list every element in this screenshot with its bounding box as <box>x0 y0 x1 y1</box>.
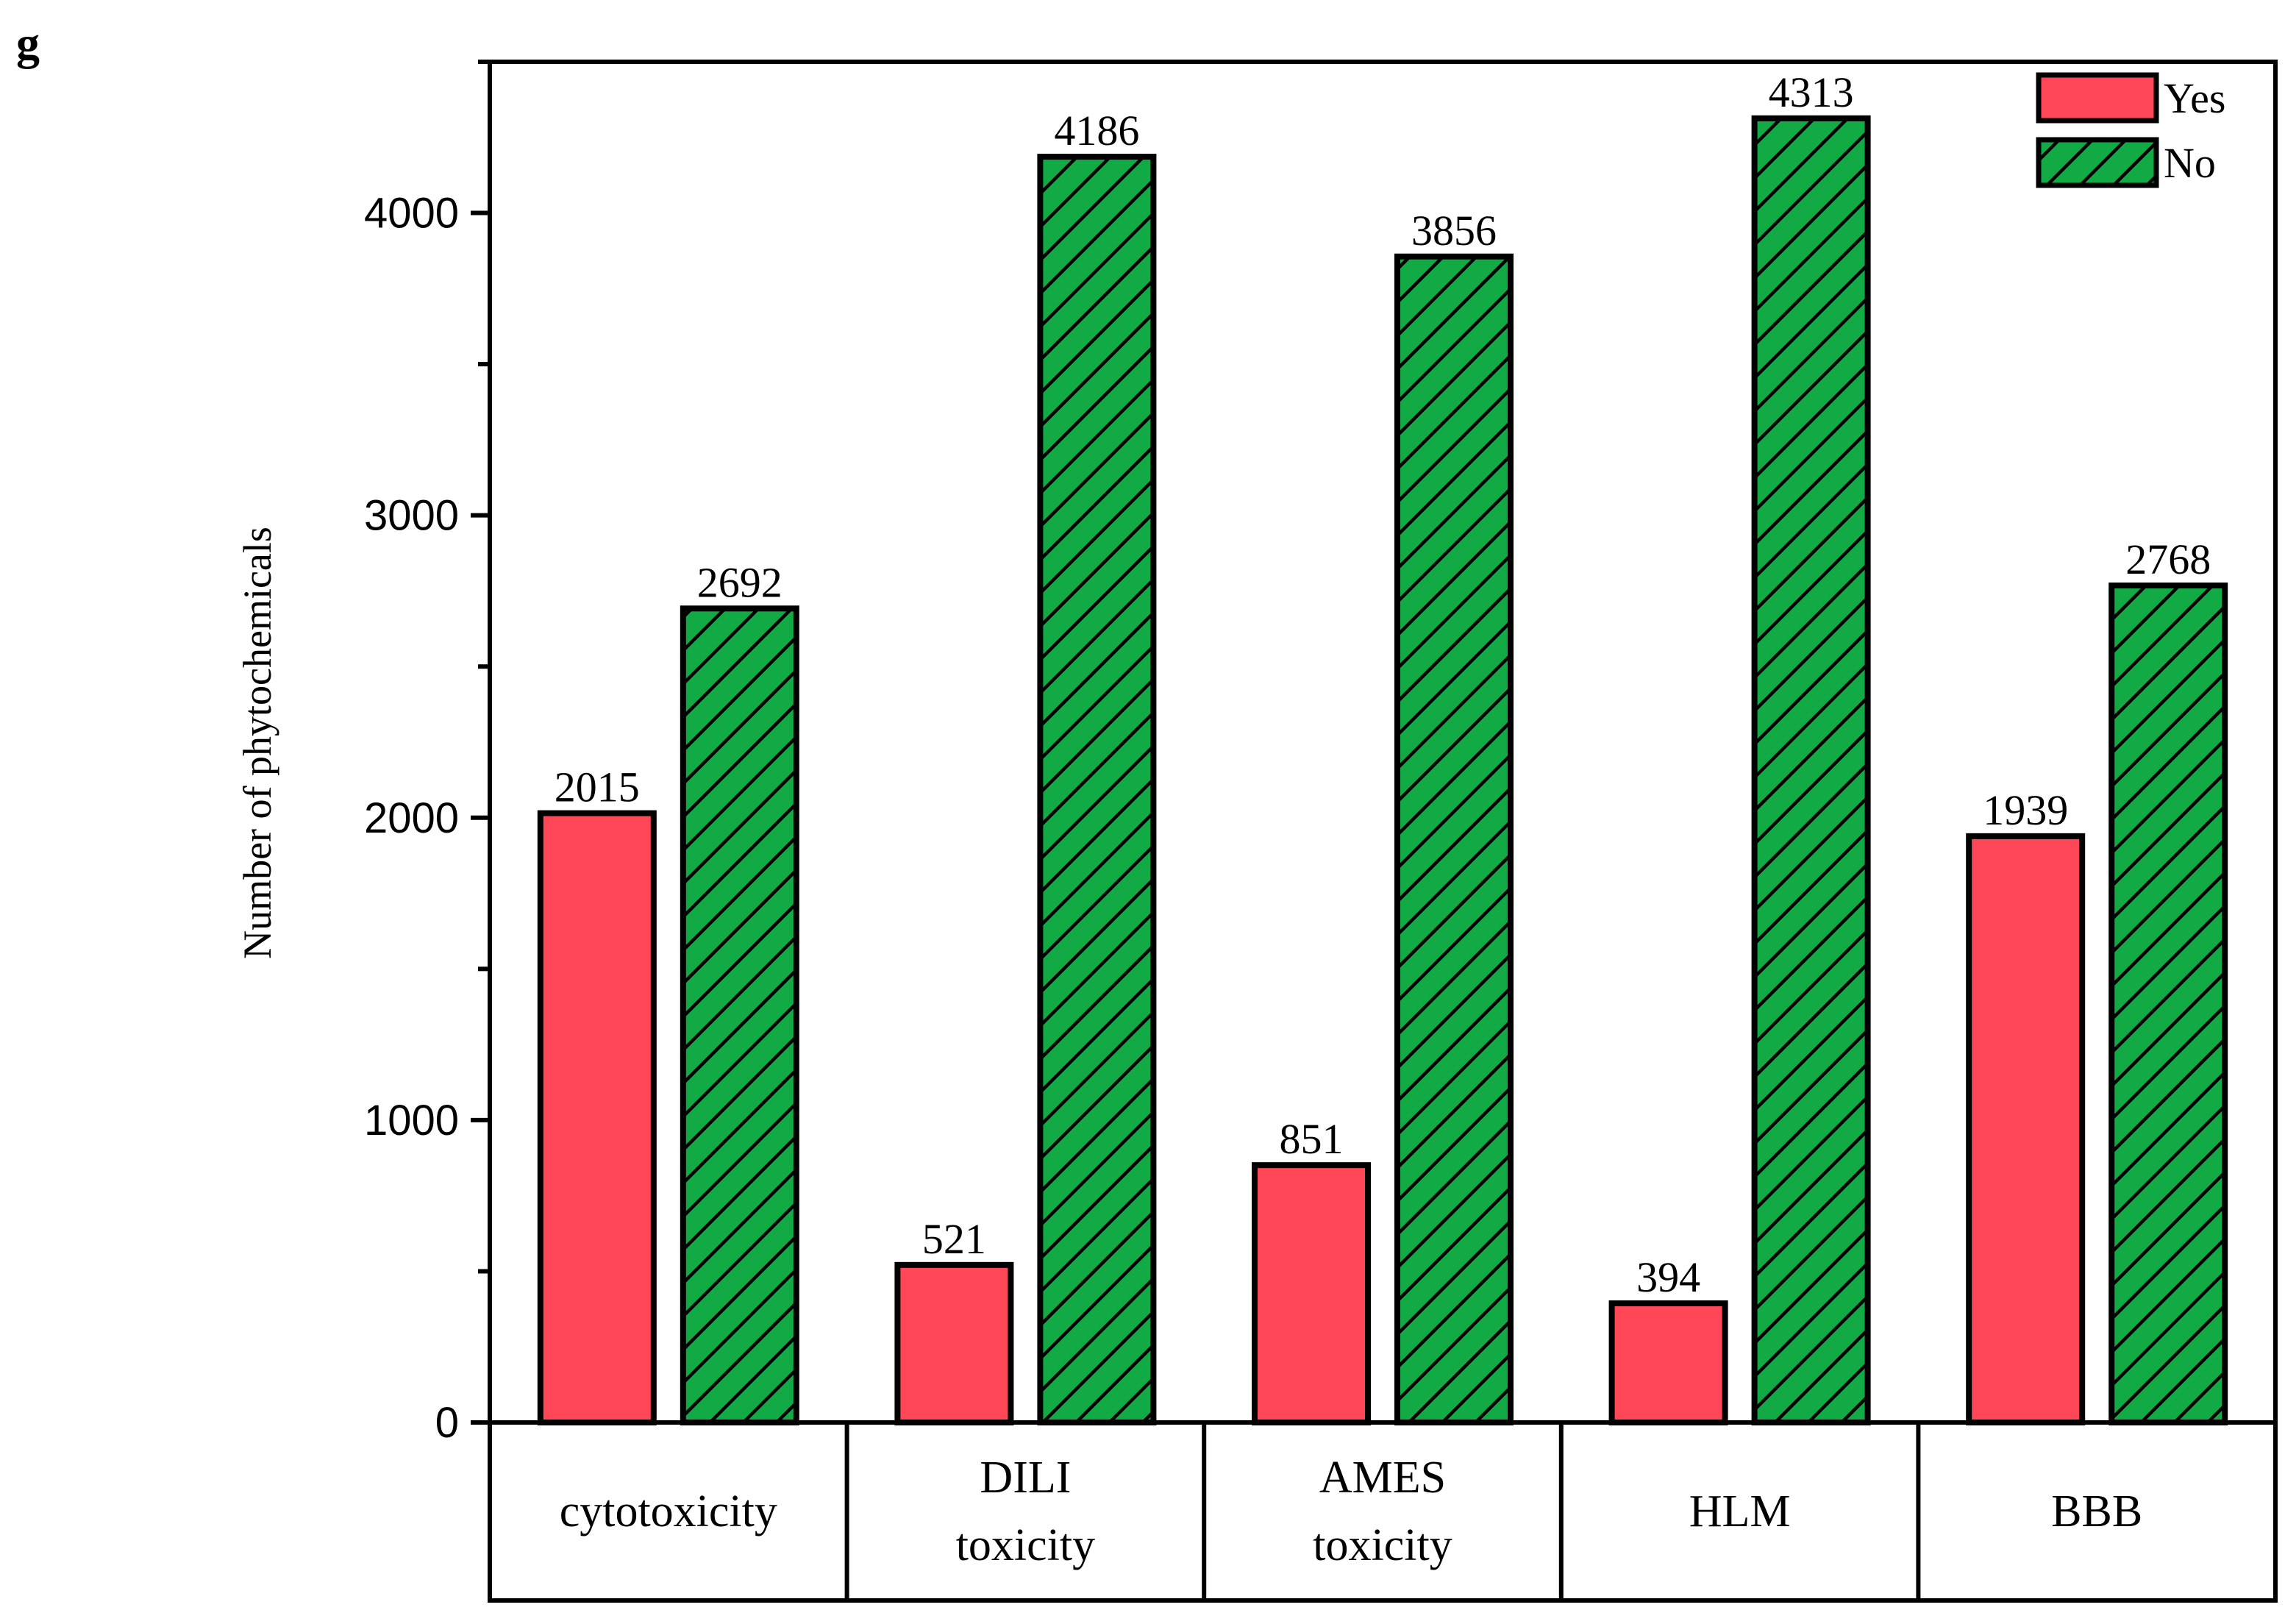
plot-area: 0 1000 2000 3000 4000 cytotoxicity DILI toxicit… <box>364 60 2278 1603</box>
data-label: 2768 <box>2125 535 2211 583</box>
data-label: 4186 <box>1054 107 1139 154</box>
x-category-label: toxicity <box>956 1520 1095 1570</box>
data-label: 3856 <box>1411 207 1497 254</box>
x-category-label: DILI <box>980 1453 1071 1503</box>
bar-no <box>1037 154 1157 1426</box>
data-label: 2692 <box>697 558 783 606</box>
category-table <box>488 1420 2278 1603</box>
x-category-label: AMES <box>1319 1453 1446 1503</box>
panel-label: g <box>16 17 40 69</box>
bar-no <box>2108 583 2228 1425</box>
x-category-label: HLM <box>1689 1486 1791 1536</box>
bar-no <box>1394 253 1514 1425</box>
data-label: 2015 <box>555 763 640 811</box>
bar-no <box>1751 115 1871 1425</box>
legend: Yes No <box>2036 72 2225 188</box>
data-label: 851 <box>1280 1115 1344 1163</box>
data-label: 4313 <box>1769 68 1854 116</box>
bar-no <box>680 605 799 1425</box>
x-category-label: toxicity <box>1313 1520 1452 1570</box>
data-label: 521 <box>922 1215 986 1263</box>
bar-yes <box>537 810 657 1425</box>
y-tick-label: 1000 <box>364 1097 459 1144</box>
legend-label: Yes <box>2164 74 2225 122</box>
y-tick-label: 0 <box>435 1399 459 1447</box>
bar-yes <box>1966 833 2086 1426</box>
x-category-label: cytotoxicity <box>560 1486 777 1536</box>
data-label: 394 <box>1636 1253 1700 1301</box>
bar-yes <box>1252 1162 1371 1425</box>
y-tick-label: 4000 <box>364 190 459 238</box>
y-tick-label: 2000 <box>364 794 459 842</box>
bar-yes <box>894 1261 1014 1426</box>
y-tick-label: 3000 <box>364 492 459 540</box>
bar-yes <box>1608 1300 1728 1425</box>
y-axis-label: Number of phytochemicals <box>235 527 279 959</box>
legend-label: No <box>2164 139 2216 187</box>
data-label: 1939 <box>1983 786 2068 834</box>
x-category-label: BBB <box>2051 1486 2142 1536</box>
legend-swatch-yes <box>2036 72 2159 124</box>
legend-swatch-no <box>2036 137 2159 188</box>
